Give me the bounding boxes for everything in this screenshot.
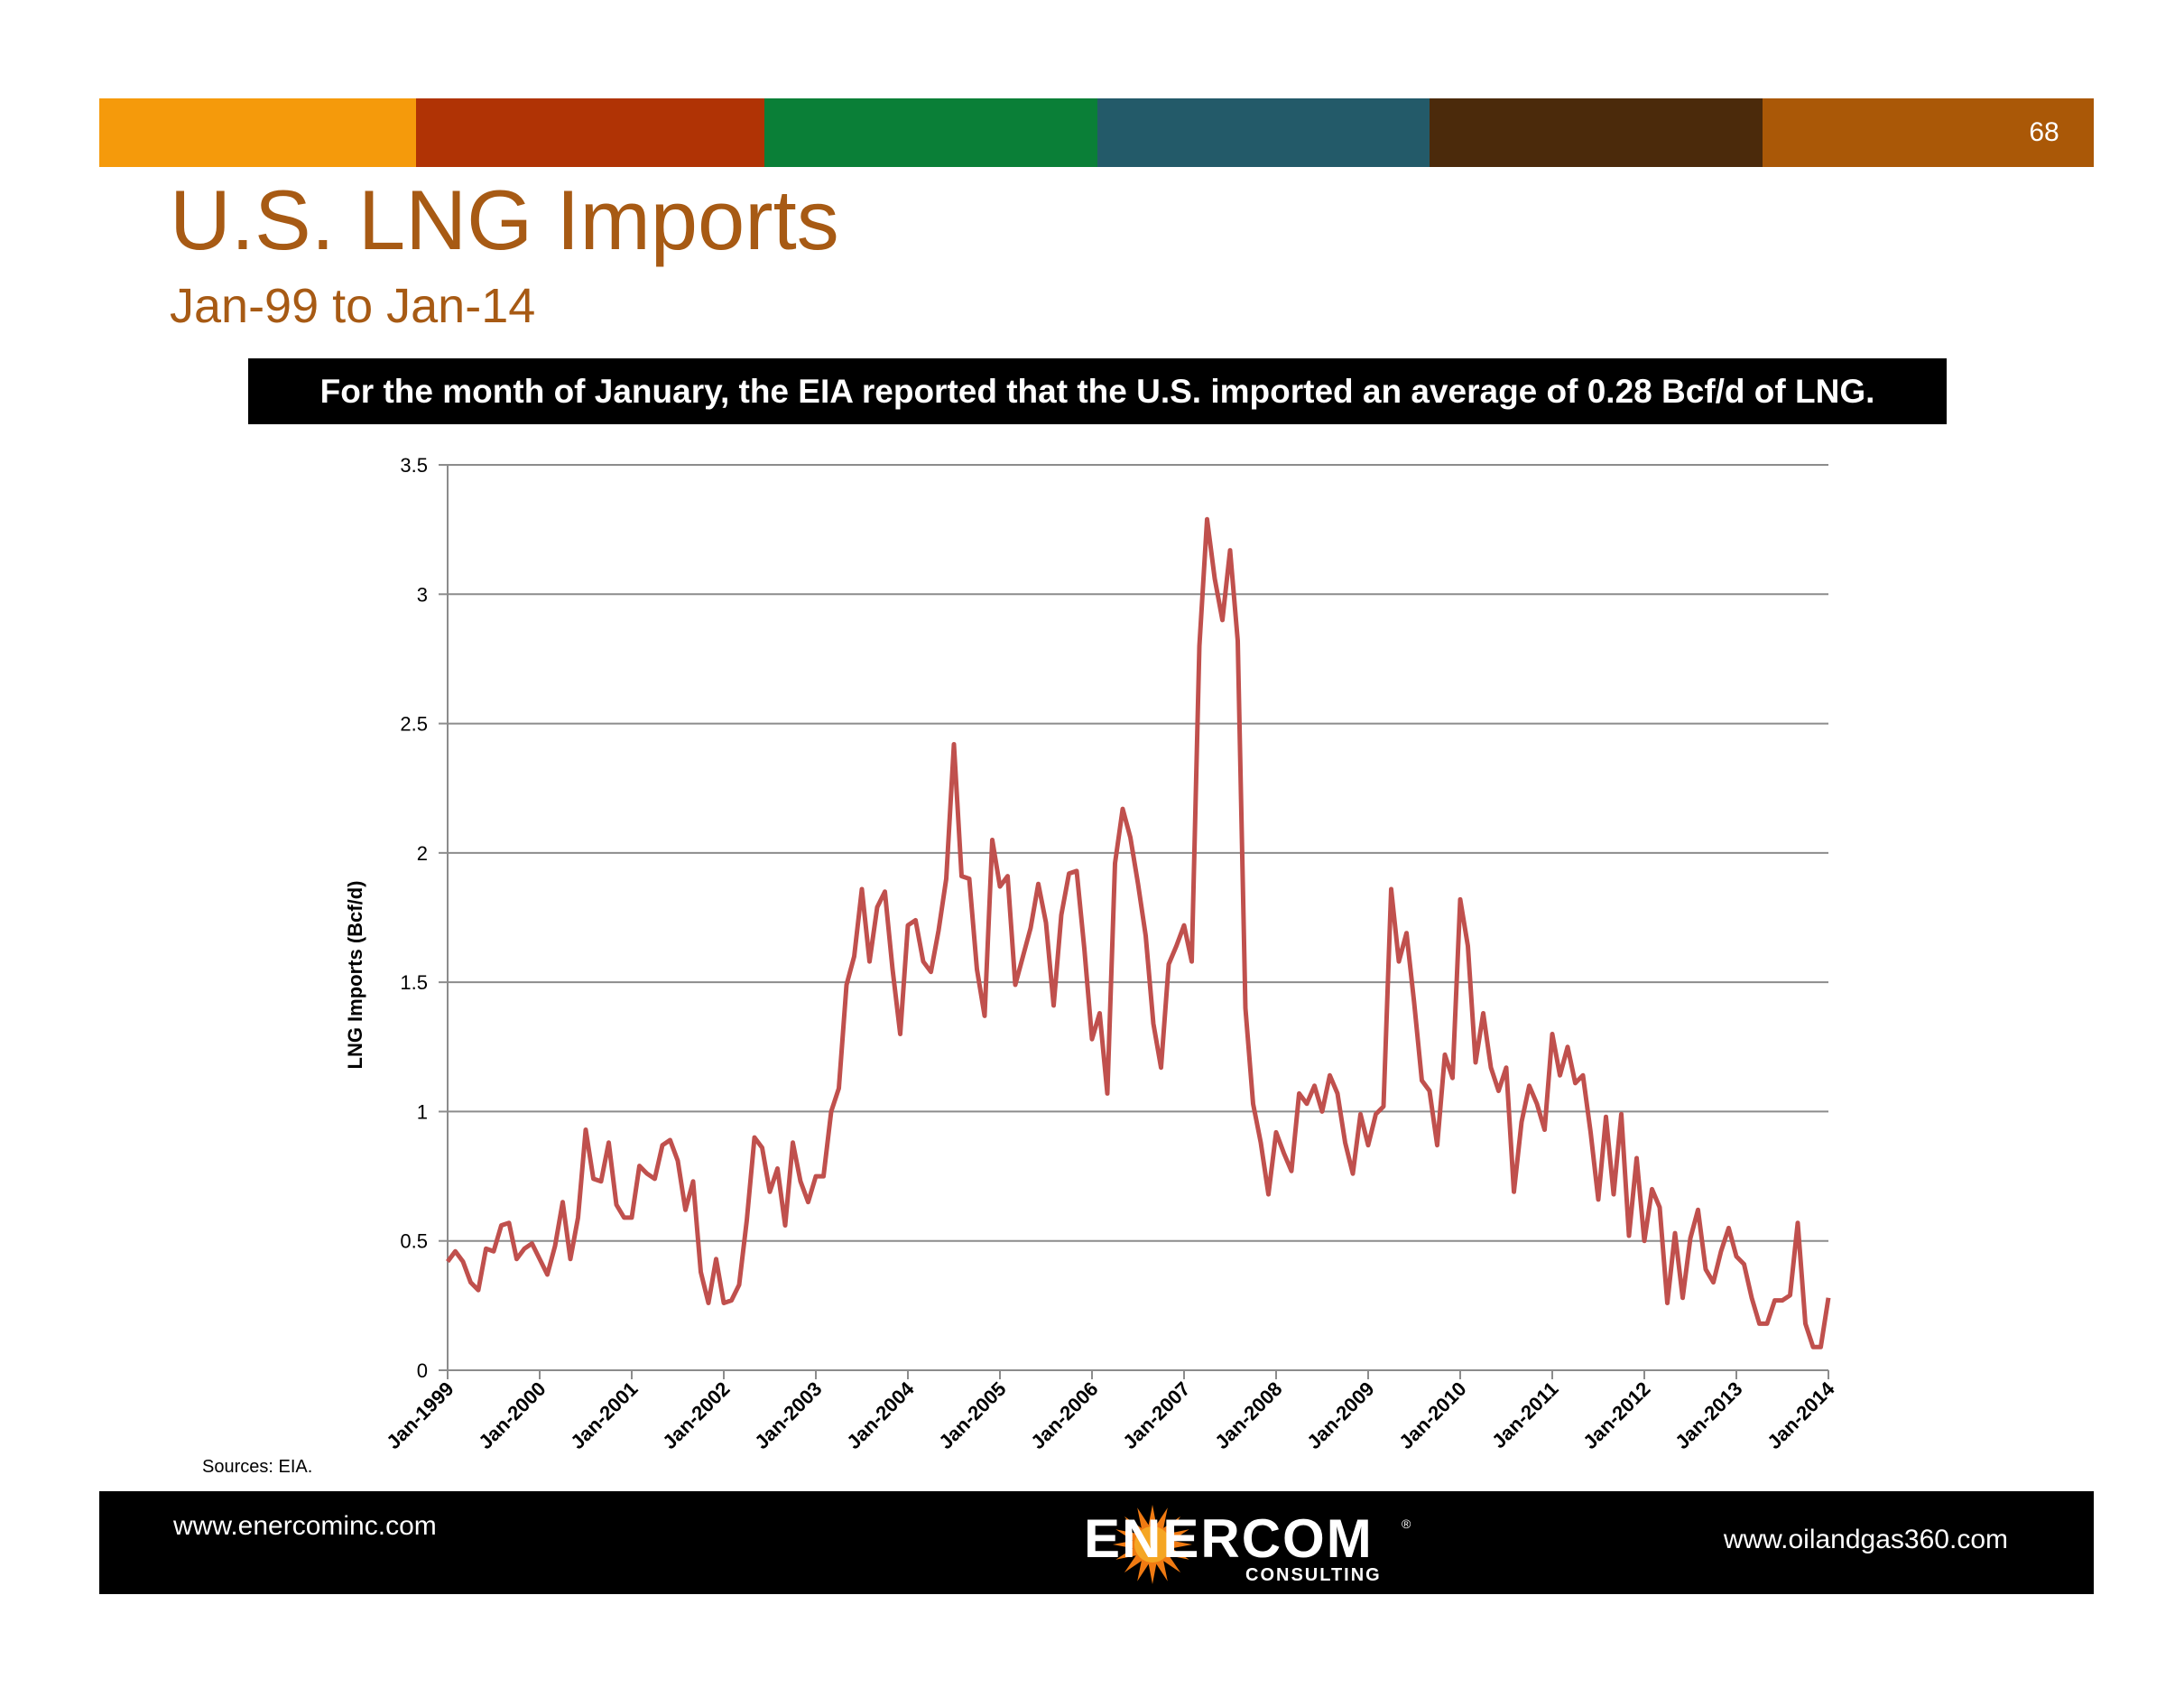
enercom-logo: ENERCOM ® CONSULTING [1084, 1505, 1411, 1585]
x-tick-label: Jan-2003 [750, 1377, 826, 1453]
x-tick-label: Jan-2001 [566, 1377, 642, 1453]
top-color-bar [99, 98, 2094, 167]
x-tick-label: Jan-2004 [842, 1377, 919, 1453]
x-tick-label: Jan-2010 [1394, 1377, 1470, 1453]
x-tick-label: Jan-2005 [934, 1377, 1010, 1453]
sources-note: Sources: EIA. [202, 1457, 313, 1477]
x-tick-label: Jan-2007 [1118, 1377, 1194, 1453]
x-tick-label: Jan-2011 [1487, 1377, 1562, 1452]
page-number: 68 [2029, 117, 2059, 147]
x-tick-label: Jan-2002 [658, 1377, 734, 1453]
logo-name: ENERCOM [1084, 1508, 1374, 1569]
x-tick-label: Jan-2013 [1670, 1377, 1746, 1453]
x-tick-label: Jan-2014 [1763, 1377, 1839, 1453]
y-tick-label: 3 [417, 583, 428, 606]
y-tick-label: 1 [417, 1100, 428, 1123]
x-tick-label: Jan-2009 [1302, 1377, 1378, 1453]
x-tick-label: Jan-2008 [1210, 1377, 1286, 1453]
series-layer [445, 516, 1831, 1349]
footer-bar: www.enercominc.com ENERCOM ® CONSULTING … [99, 1491, 2094, 1594]
x-tick-label: Jan-1999 [382, 1377, 458, 1453]
axes [439, 464, 1829, 1379]
color-bar-segment-2 [416, 98, 764, 167]
logo-registered: ® [1402, 1516, 1411, 1531]
sunburst-core [1134, 1526, 1171, 1563]
y-tick-label: 0.5 [400, 1230, 428, 1253]
y-tick-label: 3.5 [400, 454, 428, 477]
sunburst-icon [1113, 1505, 1192, 1584]
y-tick-label: 2.5 [400, 713, 428, 736]
x-tick-label: Jan-2012 [1578, 1377, 1654, 1453]
summary-banner: For the month of January, the EIA report… [248, 358, 1947, 424]
y-tick-label: 2 [417, 842, 428, 865]
y-axis-label: LNG Imports (Bcf/d) [344, 881, 366, 1070]
slide-subtitle: Jan-99 to Jan-14 [170, 279, 536, 333]
y-tick-label: 0 [417, 1359, 428, 1382]
y-tick-label: 1.5 [400, 971, 428, 994]
color-bar-segment-4 [1097, 98, 1430, 167]
x-tick-label: Jan-2006 [1026, 1377, 1102, 1453]
gridlines [448, 464, 1828, 1242]
logo-subtitle: CONSULTING [1245, 1565, 1382, 1585]
color-bar-segment-3 [764, 98, 1097, 167]
x-tick-label: Jan-2000 [474, 1377, 550, 1453]
color-bar-segment-1 [99, 98, 416, 167]
footer-link-oilandgas360[interactable]: www.oilandgas360.com [1723, 1525, 2008, 1554]
slide-title: U.S. LNG Imports [170, 172, 839, 267]
color-bar-segment-6 [1763, 98, 2094, 167]
series-line-lng-imports [445, 516, 1831, 1349]
footer-link-enercom[interactable]: www.enercominc.com [173, 1511, 437, 1541]
color-bar-segment-5 [1430, 98, 1763, 167]
